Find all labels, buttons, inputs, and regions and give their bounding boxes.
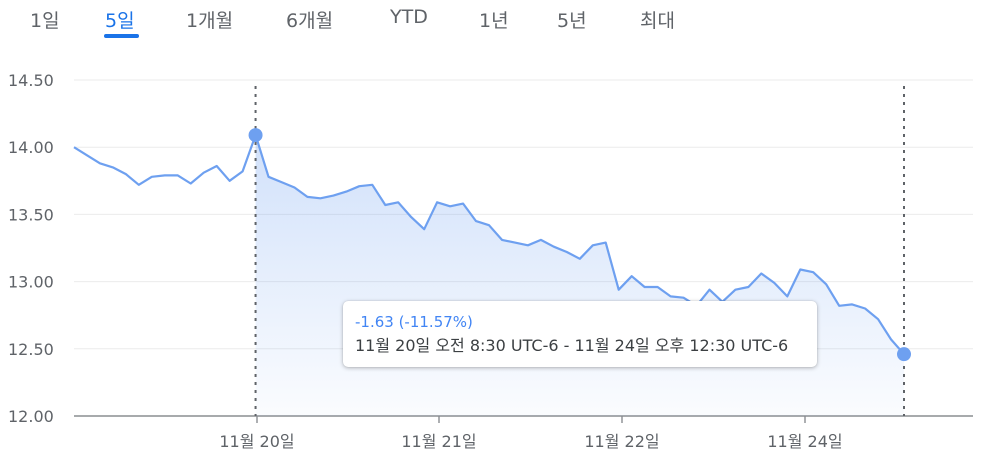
x-axis: 11월 20일 11월 21일 11월 22일 11월 24일 (219, 416, 843, 451)
x-tick-label: 11월 24일 (767, 432, 842, 451)
tab-max[interactable]: 최대 (640, 10, 675, 32)
range-tabs: 1일 5일 1개월 6개월 YTD 1년 5년 최대 (0, 0, 985, 44)
y-tick-label: 12.50 (8, 340, 54, 359)
selection-end-marker[interactable] (897, 347, 911, 362)
price-change: -1.63 (-11.57%) (355, 313, 473, 331)
tab-1y[interactable]: 1년 (479, 10, 509, 32)
y-tick-label: 13.00 (8, 273, 54, 292)
x-tick-label: 11월 20일 (219, 432, 294, 451)
y-tick-label: 12.00 (8, 407, 54, 426)
y-tick-label: 14.50 (8, 71, 54, 90)
date-range: 11월 20일 오전 8:30 UTC-6 - 11월 24일 오후 12:30… (355, 336, 789, 355)
tab-6m[interactable]: 6개월 (286, 10, 334, 32)
y-axis: 14.50 14.00 13.50 13.00 12.50 12.00 (8, 71, 54, 426)
y-tick-label: 13.50 (8, 205, 54, 224)
tab-1d[interactable]: 1일 (30, 10, 60, 32)
tab-5d[interactable]: 5일 (105, 10, 135, 32)
x-tick-label: 11월 22일 (584, 432, 659, 451)
selection-start-marker[interactable] (248, 128, 263, 143)
tab-1m[interactable]: 1개월 (186, 10, 234, 32)
selection-area (255, 135, 905, 416)
tab-5y[interactable]: 5년 (557, 10, 587, 32)
active-tab-indicator (104, 34, 139, 38)
y-tick-label: 14.00 (8, 138, 54, 157)
x-tick-label: 11월 21일 (401, 432, 476, 451)
price-line (73, 134, 905, 355)
selection-tooltip: -1.63 (-11.57%) 11월 20일 오전 8:30 UTC-6 - … (343, 301, 817, 367)
tab-ytd[interactable]: YTD (390, 6, 428, 28)
